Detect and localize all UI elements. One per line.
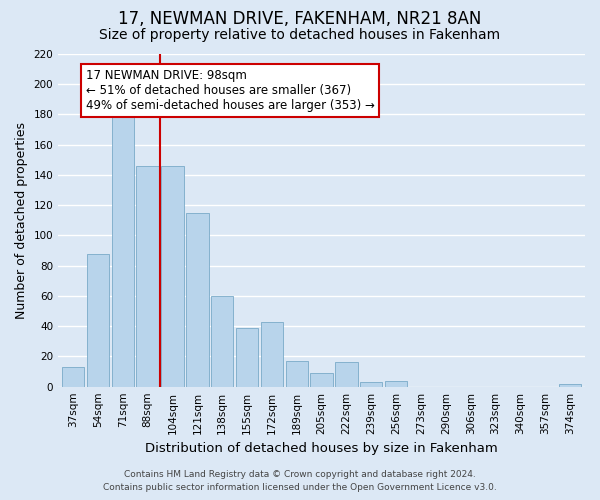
Text: 17, NEWMAN DRIVE, FAKENHAM, NR21 8AN: 17, NEWMAN DRIVE, FAKENHAM, NR21 8AN — [118, 10, 482, 28]
Bar — [87, 254, 109, 386]
Bar — [335, 362, 358, 386]
Text: Size of property relative to detached houses in Fakenham: Size of property relative to detached ho… — [100, 28, 500, 42]
Bar — [260, 322, 283, 386]
Bar — [286, 361, 308, 386]
Text: 17 NEWMAN DRIVE: 98sqm
← 51% of detached houses are smaller (367)
49% of semi-de: 17 NEWMAN DRIVE: 98sqm ← 51% of detached… — [86, 69, 374, 112]
Bar — [385, 380, 407, 386]
Bar — [62, 367, 84, 386]
Text: Contains HM Land Registry data © Crown copyright and database right 2024.
Contai: Contains HM Land Registry data © Crown c… — [103, 470, 497, 492]
Bar — [211, 296, 233, 386]
X-axis label: Distribution of detached houses by size in Fakenham: Distribution of detached houses by size … — [145, 442, 498, 455]
Bar — [236, 328, 258, 386]
Bar — [161, 166, 184, 386]
Bar — [136, 166, 159, 386]
Bar — [559, 384, 581, 386]
Bar — [360, 382, 382, 386]
Bar — [112, 116, 134, 386]
Bar — [310, 373, 333, 386]
Y-axis label: Number of detached properties: Number of detached properties — [15, 122, 28, 319]
Bar — [186, 213, 209, 386]
